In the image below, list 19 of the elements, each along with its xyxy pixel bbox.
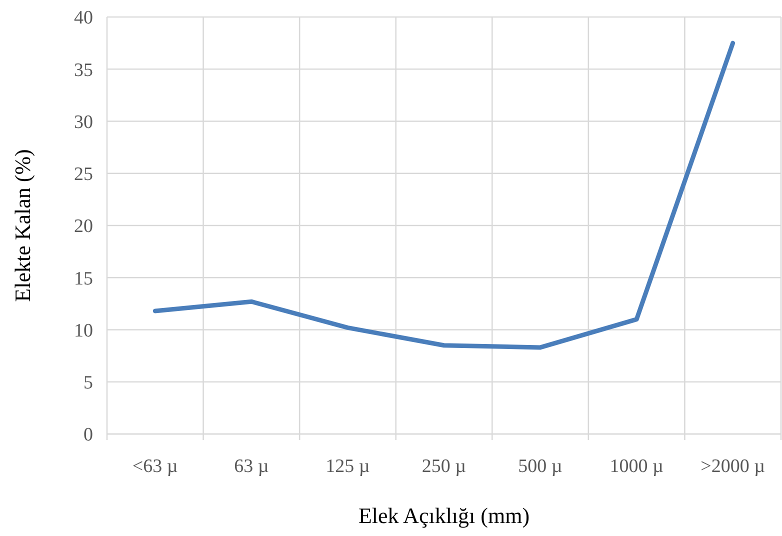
y-tick-label: 35 <box>74 60 93 81</box>
x-tick-label: 63 µ <box>234 456 269 477</box>
y-tick-label: 40 <box>74 8 93 29</box>
x-tick-label: >2000 µ <box>700 456 766 477</box>
y-tick-label: 5 <box>84 372 93 394</box>
x-tick-label: <63 µ <box>132 456 178 477</box>
y-tick-label: 30 <box>74 112 93 133</box>
y-tick-label: 20 <box>74 216 93 238</box>
x-tick-label: 500 µ <box>518 456 562 477</box>
y-tick-label: 15 <box>74 268 93 290</box>
y-tick-label: 0 <box>84 424 93 446</box>
x-tick-label: 1000 µ <box>610 456 664 477</box>
line-series <box>152 40 736 350</box>
x-axis-title: Elek Açıklığı (mm) <box>358 503 530 528</box>
x-tick-label: 250 µ <box>422 456 466 477</box>
y-tick-label: 25 <box>74 164 93 186</box>
y-tick-label: 10 <box>74 320 93 342</box>
y-axis-title: Elekte Kalan (%) <box>10 149 35 302</box>
x-tick-label: 125 µ <box>326 456 370 477</box>
